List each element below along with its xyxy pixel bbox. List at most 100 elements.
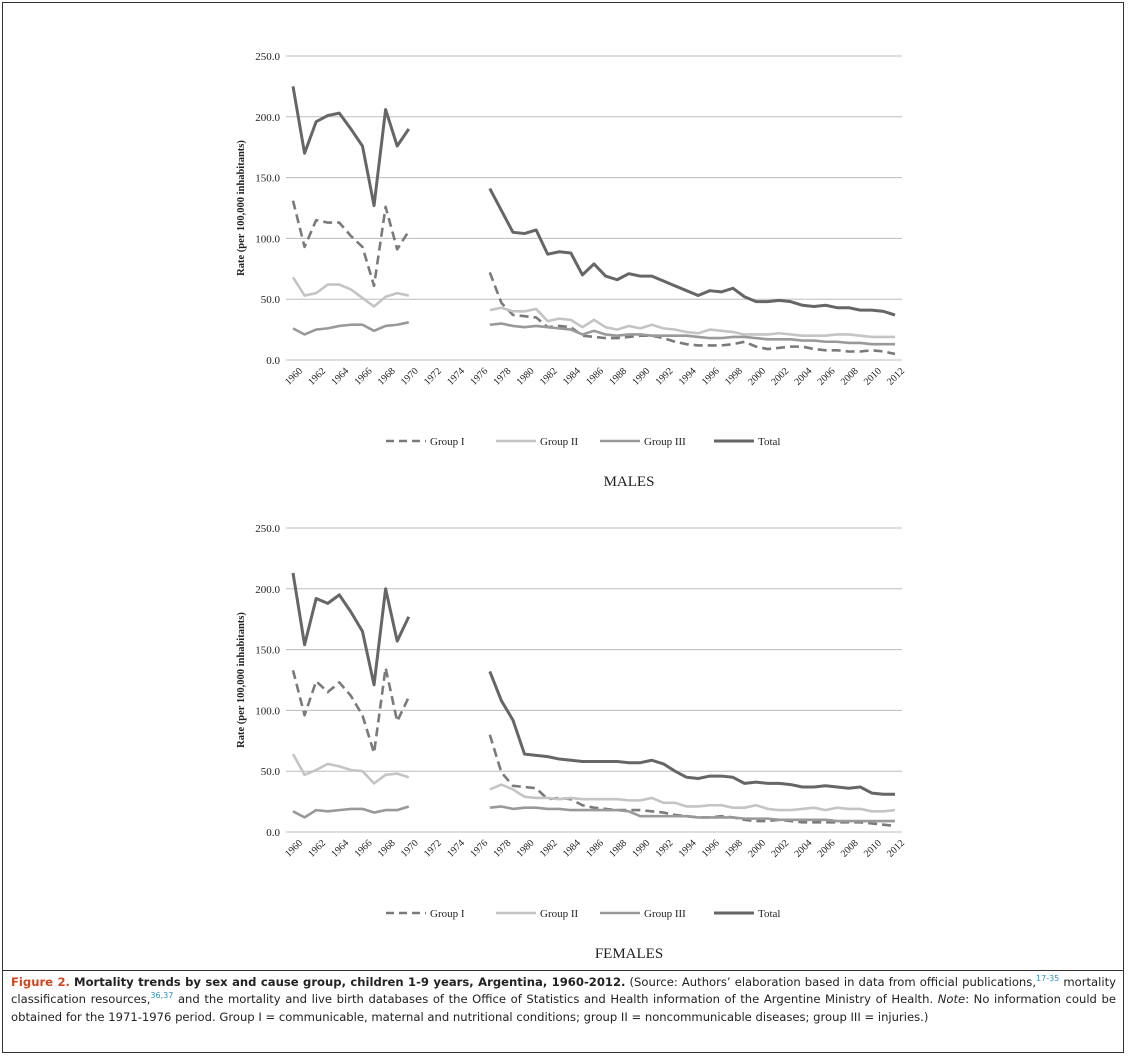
x-tick-label: 1994	[677, 366, 699, 388]
series-line	[292, 321, 410, 336]
legend-item: Total	[714, 908, 780, 920]
x-tick-label: 1960	[283, 366, 305, 388]
series-line	[291, 276, 410, 308]
series-group-iii	[292, 805, 895, 823]
x-tick-label: 1988	[607, 838, 629, 860]
gridlines	[286, 527, 902, 833]
series-total	[291, 86, 896, 317]
x-tick-label: 2010	[862, 366, 884, 388]
x-tick-label: 1982	[538, 366, 560, 388]
series-line	[488, 187, 896, 317]
x-tick-label: 1960	[283, 838, 305, 860]
x-tick-label: 1964	[329, 366, 351, 388]
x-tick-label: 1998	[723, 838, 745, 860]
gridlines	[286, 55, 902, 361]
x-tick-label: 1984	[561, 366, 583, 388]
x-tick-label: 1968	[376, 838, 398, 860]
y-tick-label: 250.0	[255, 51, 280, 63]
x-tick-label: 2000	[746, 366, 768, 388]
y-tick-label: 150.0	[255, 173, 280, 185]
y-tick-label: 200.0	[255, 112, 280, 124]
x-tick-label: 1996	[700, 366, 722, 388]
x-tick-label: 1986	[584, 366, 606, 388]
caption-source-3: and the mortality and live birth databas…	[177, 992, 934, 1007]
series-line	[488, 670, 895, 796]
x-tick-label: 2004	[792, 838, 814, 860]
x-tick-label: 1994	[677, 838, 699, 860]
series-line	[291, 753, 410, 785]
y-tick-label: 200.0	[255, 584, 280, 596]
series-line	[291, 572, 411, 687]
y-tick-label: 250.0	[255, 523, 280, 535]
series-group-ii	[291, 753, 896, 813]
caption-label: Figure 2.	[11, 975, 70, 989]
x-tick-label: 2008	[839, 838, 861, 860]
x-tick-label: 1996	[700, 838, 722, 860]
legend-label: Group I	[430, 908, 465, 920]
legend-label: Group III	[644, 908, 686, 920]
x-tick-label: 2000	[746, 838, 768, 860]
x-tick-label: 2002	[769, 366, 791, 388]
series-line	[488, 734, 896, 828]
x-tick-label: 1982	[538, 838, 560, 860]
caption-title: Mortality trends by sex and cause group,…	[74, 975, 626, 989]
x-tick-label: 1976	[468, 838, 490, 860]
x-tick-label: 1972	[422, 838, 444, 860]
x-tick-label: 2002	[769, 838, 791, 860]
x-tick-label: 1978	[491, 838, 513, 860]
x-tick-label: 1998	[723, 366, 745, 388]
y-tick-label: 50.0	[261, 294, 281, 306]
series-group-ii	[291, 276, 895, 339]
series-line	[291, 666, 410, 755]
legend-label: Total	[758, 908, 780, 920]
y-tick-label: 0.0	[266, 355, 280, 367]
series-line	[489, 805, 895, 823]
x-tick-label: 1984	[561, 838, 583, 860]
x-tick-label: 1974	[445, 366, 467, 388]
series-line	[489, 322, 895, 346]
caption-note: : No information could be obtained for t…	[11, 992, 1116, 1024]
x-tick-label: 1986	[584, 838, 606, 860]
series-group-i	[291, 200, 896, 356]
x-tick-label: 2006	[816, 366, 838, 388]
x-tick-label: 1972	[422, 366, 444, 388]
x-tick-label: 1992	[654, 366, 676, 388]
x-tick-label: 1980	[515, 366, 537, 388]
x-tick-label: 1966	[353, 366, 375, 388]
x-tick-label: 1970	[399, 838, 421, 860]
x-tick-label: 1988	[607, 366, 629, 388]
x-tick-label: 2010	[862, 838, 884, 860]
legend-label: Group I	[430, 436, 465, 448]
legend-label: Total	[758, 436, 780, 448]
series-group-i	[291, 666, 896, 828]
x-tick-label: 1990	[630, 838, 652, 860]
legend-item: Group III	[600, 436, 686, 448]
x-tick-label: 1962	[306, 838, 328, 860]
y-tick-label: 100.0	[255, 705, 280, 717]
chart-title: MALES	[604, 474, 655, 490]
x-tick-label: 2012	[885, 366, 907, 388]
series-line	[292, 805, 410, 819]
legend-label: Group III	[644, 436, 686, 448]
x-tick-label: 1962	[306, 366, 328, 388]
x-tick-label: 1964	[329, 838, 351, 860]
x-tick-label: 1980	[515, 838, 537, 860]
series-line	[489, 306, 895, 339]
series-line	[489, 783, 896, 813]
y-tick-label: 100.0	[255, 233, 280, 245]
chart-title: FEMALES	[595, 946, 663, 962]
y-axis-label: Rate (per 100,000 inhabitants)	[236, 612, 247, 748]
caption-ref: 36,37	[150, 991, 174, 1001]
series-group-iii	[292, 321, 895, 346]
x-tick-label: 1978	[491, 366, 513, 388]
x-tick-label: 1990	[630, 366, 652, 388]
caption-source-2: mortality classification resources,	[11, 975, 1117, 1007]
legend-item: Group II	[496, 436, 579, 448]
y-tick-label: 150.0	[255, 645, 280, 657]
y-axis-label: Rate (per 100,000 inhabitants)	[236, 140, 247, 276]
legend-label: Group II	[540, 436, 579, 448]
legend-item: Group III	[600, 908, 686, 920]
y-tick-label: 0.0	[266, 827, 280, 839]
